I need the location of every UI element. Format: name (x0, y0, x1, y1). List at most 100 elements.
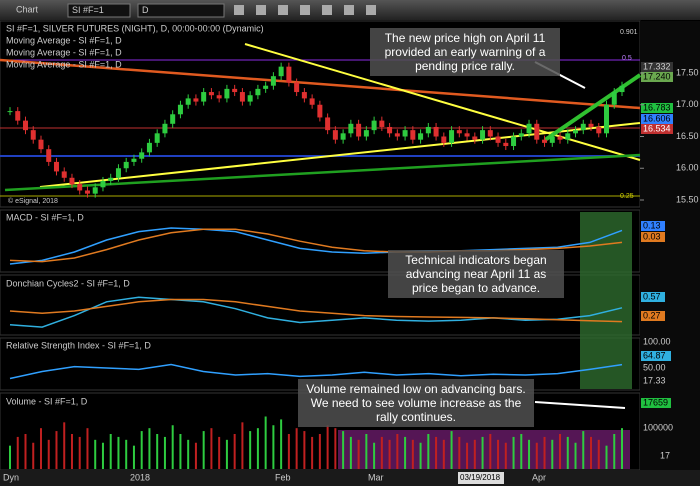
y-tick-label: 17.50 (676, 67, 699, 77)
volume-bar (55, 431, 58, 469)
volume-bar (94, 439, 97, 469)
y-tick-label: 17.00 (676, 99, 699, 109)
price-tag-label: 16.783 (643, 102, 671, 112)
trend-line (0, 58, 641, 110)
candle (565, 133, 571, 140)
candle (193, 98, 199, 102)
volume-bar (528, 439, 531, 469)
volume-bar (342, 431, 345, 469)
volume-bar (187, 439, 190, 469)
candle (216, 95, 222, 99)
candle (511, 136, 517, 147)
value-tag-label: 0.03 (643, 231, 661, 241)
candle (340, 133, 346, 140)
candle (418, 133, 424, 140)
fib-label: 0.5 (622, 55, 632, 62)
candle (208, 92, 214, 96)
candle (441, 136, 447, 143)
price-tag (641, 124, 673, 134)
candle (472, 136, 478, 140)
volume-bar (140, 431, 143, 469)
candle (108, 177, 114, 181)
volume-bar (481, 436, 484, 469)
volume-bar (512, 436, 515, 469)
price-tag-label: 16.534 (643, 123, 671, 133)
price-tag (641, 72, 673, 82)
volume-bar (419, 442, 422, 469)
axis-label: 17.33 (643, 375, 666, 385)
volume-bar (326, 425, 329, 469)
volume-bar (543, 436, 546, 469)
volume-bar (559, 434, 562, 469)
panel-title: SI #F=1, SILVER FUTURES (NIGHT), D, 00:0… (6, 23, 264, 33)
candle (162, 123, 168, 134)
candle (604, 104, 610, 134)
corner-label: Dyn (3, 472, 19, 482)
volume-bar (504, 442, 507, 469)
panel-title: MACD - SI #F=1, D (6, 212, 84, 222)
value-tag (641, 311, 665, 321)
candle (534, 123, 540, 140)
highlight-zone (580, 212, 632, 389)
symbol-box[interactable] (67, 3, 131, 18)
volume-bar (256, 428, 259, 469)
candle (449, 130, 455, 143)
candle (542, 139, 548, 143)
volume-bar (47, 439, 50, 469)
volume-bar (520, 434, 523, 469)
volume-bar (101, 442, 104, 469)
price-tag (641, 103, 673, 113)
axis-label: 100000 (643, 422, 673, 432)
candle (177, 104, 183, 115)
toolbar-icons (234, 5, 376, 15)
candle (410, 130, 416, 140)
volume-bar (334, 428, 337, 469)
candle (588, 123, 594, 127)
volume-bar (249, 431, 252, 469)
interval-box[interactable] (137, 3, 225, 18)
value-tag-label: 64.87 (643, 350, 666, 360)
volume-bar (86, 428, 89, 469)
volume-bar (458, 436, 461, 469)
candle (580, 123, 586, 131)
volume-bar (117, 436, 120, 469)
volume-bar (241, 422, 244, 469)
volume-bar (272, 425, 275, 469)
volume-bar (280, 419, 283, 469)
donchian-fast (9, 296, 623, 328)
volume-bar (148, 428, 151, 469)
volume-bar (287, 434, 290, 469)
value-tag (641, 398, 671, 408)
volume-bar (380, 436, 383, 469)
candle (38, 139, 44, 150)
volume-bar (365, 434, 368, 469)
candle (619, 85, 625, 93)
panel-title: Volume - SI #F=1, D (6, 396, 88, 406)
candle (77, 184, 83, 191)
trend-line (244, 43, 641, 161)
volume-bar (318, 434, 321, 469)
volume-bar (427, 434, 430, 469)
volume-bar (295, 428, 298, 469)
candle (255, 88, 261, 96)
ma-label: Moving Average - SI #F=1, D (6, 47, 122, 57)
time-label: Feb (275, 472, 291, 482)
value-tag-label: 0.57 (643, 291, 661, 301)
volume-bar (435, 436, 438, 469)
volume-bar (63, 422, 66, 469)
ma-label: Moving Average - SI #F=1, D (6, 59, 122, 69)
rsi-line (9, 363, 623, 380)
panel-title: Relative Strength Index - SI #F=1, D (6, 340, 151, 350)
volume-bar (163, 436, 166, 469)
candle (317, 104, 323, 118)
time-label: Apr (532, 472, 546, 482)
volume-bar (125, 439, 128, 469)
volume-bar (442, 439, 445, 469)
candle (294, 82, 300, 93)
candle (402, 130, 408, 137)
candle (425, 126, 431, 134)
volume-bar (70, 434, 73, 469)
candle (154, 133, 160, 143)
candle (363, 130, 369, 137)
volume-bar (535, 442, 538, 469)
